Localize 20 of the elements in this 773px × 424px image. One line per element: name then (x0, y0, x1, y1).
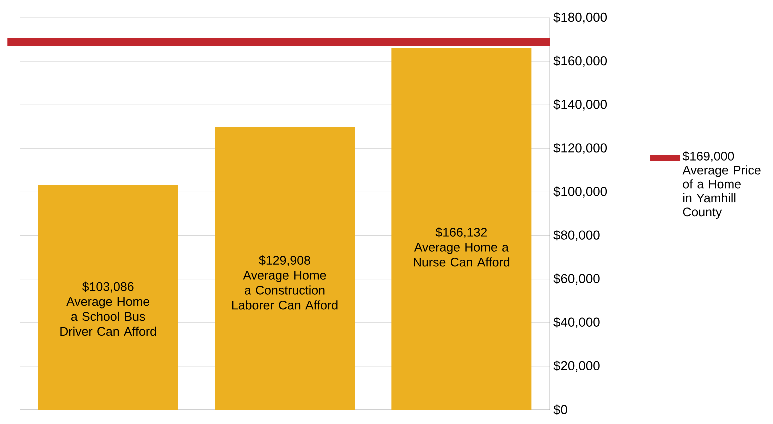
y-tick-label: $100,000 (554, 186, 608, 198)
y-tick-label: $160,000 (554, 56, 608, 68)
data-label: $129,908 (259, 256, 310, 266)
x-tick-label: Average Home a School Bus Driver Can Afford (60, 297, 156, 336)
bar (215, 127, 356, 410)
y-tick-label: $80,000 (554, 230, 600, 242)
y-tick-label: $40,000 (554, 317, 600, 329)
y-tick-label: $60,000 (554, 274, 600, 285)
y-tick-label: $120,000 (554, 143, 608, 154)
y-tick-label: $180,000 (554, 12, 608, 24)
x-tick-label: Average Home a Construction Laborer Can Afford (232, 271, 338, 310)
y-tick-label: $20,000 (554, 360, 600, 372)
legend-label: $169,000 Average Price of a Home in Yamhill County (682, 151, 761, 220)
y-tick-label: $140,000 (554, 99, 608, 111)
x-tick-label: Average Home a Nurse Can Afford (414, 243, 510, 267)
bar (38, 186, 178, 410)
data-label: $103,086 (82, 282, 134, 293)
y-tick-label: $0 (554, 404, 568, 416)
bar (392, 48, 532, 410)
data-label: $166,132 (436, 228, 487, 238)
